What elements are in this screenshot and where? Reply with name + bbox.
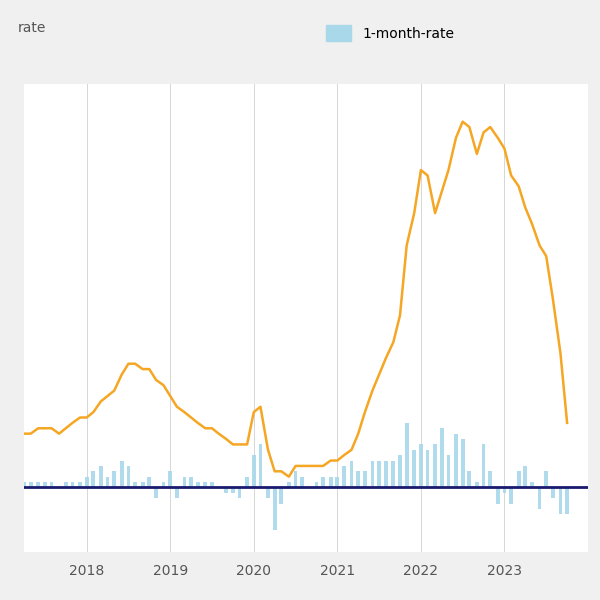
- Legend: 1-month-rate: 1-month-rate: [326, 25, 454, 41]
- Bar: [120, 461, 124, 487]
- Bar: [71, 482, 74, 487]
- Bar: [301, 476, 304, 487]
- Bar: [461, 439, 464, 487]
- Bar: [259, 445, 262, 487]
- Bar: [91, 472, 95, 487]
- Bar: [85, 476, 89, 487]
- Bar: [287, 482, 291, 487]
- Bar: [503, 487, 506, 493]
- Bar: [210, 482, 214, 487]
- Bar: [196, 482, 200, 487]
- Bar: [454, 434, 458, 487]
- Bar: [112, 472, 116, 487]
- Bar: [342, 466, 346, 487]
- Bar: [467, 472, 471, 487]
- Bar: [29, 482, 32, 487]
- Bar: [127, 466, 130, 487]
- Bar: [329, 476, 332, 487]
- Bar: [391, 461, 395, 487]
- Bar: [280, 487, 283, 503]
- Text: rate: rate: [18, 21, 46, 35]
- Bar: [377, 461, 381, 487]
- Bar: [496, 487, 500, 503]
- Bar: [419, 445, 423, 487]
- Bar: [99, 466, 103, 487]
- Bar: [148, 476, 151, 487]
- Bar: [106, 476, 109, 487]
- Bar: [559, 487, 562, 514]
- Bar: [335, 476, 339, 487]
- Bar: [350, 461, 353, 487]
- Bar: [321, 476, 325, 487]
- Bar: [273, 487, 277, 530]
- Bar: [189, 476, 193, 487]
- Bar: [433, 445, 437, 487]
- Bar: [175, 487, 179, 498]
- Bar: [538, 487, 541, 509]
- Bar: [517, 472, 521, 487]
- Bar: [182, 476, 187, 487]
- Bar: [266, 487, 270, 498]
- Bar: [565, 487, 569, 514]
- Bar: [43, 482, 47, 487]
- Bar: [141, 482, 145, 487]
- Bar: [245, 476, 249, 487]
- Bar: [412, 450, 416, 487]
- Bar: [551, 487, 555, 498]
- Bar: [482, 445, 485, 487]
- Bar: [203, 482, 207, 487]
- Bar: [356, 472, 360, 487]
- Bar: [238, 487, 241, 498]
- Bar: [37, 482, 40, 487]
- Bar: [161, 482, 166, 487]
- Bar: [231, 487, 235, 493]
- Bar: [314, 482, 319, 487]
- Bar: [446, 455, 451, 487]
- Bar: [169, 472, 172, 487]
- Bar: [224, 487, 228, 493]
- Bar: [363, 472, 367, 487]
- Bar: [371, 461, 374, 487]
- Bar: [488, 472, 492, 487]
- Bar: [544, 472, 548, 487]
- Bar: [475, 482, 479, 487]
- Bar: [293, 472, 298, 487]
- Bar: [22, 482, 26, 487]
- Bar: [133, 482, 137, 487]
- Bar: [398, 455, 402, 487]
- Bar: [384, 461, 388, 487]
- Bar: [405, 423, 409, 487]
- Bar: [78, 482, 82, 487]
- Bar: [154, 487, 158, 498]
- Bar: [252, 455, 256, 487]
- Bar: [50, 482, 53, 487]
- Bar: [530, 482, 534, 487]
- Bar: [440, 428, 443, 487]
- Bar: [509, 487, 513, 503]
- Bar: [64, 482, 68, 487]
- Bar: [523, 466, 527, 487]
- Bar: [425, 450, 430, 487]
